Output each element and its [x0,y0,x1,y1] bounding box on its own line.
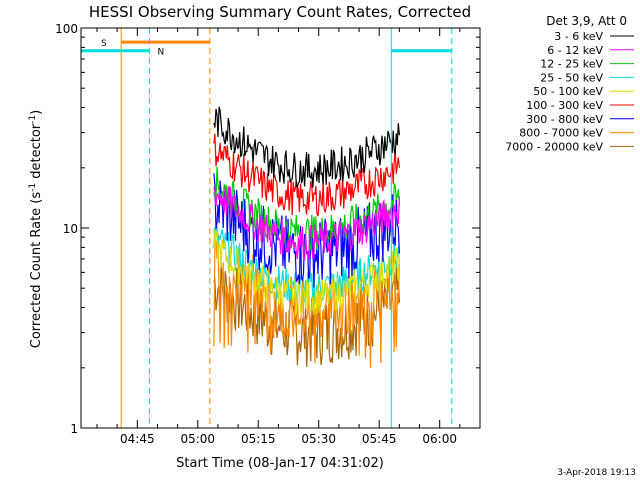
n-label: N [157,48,164,58]
series-line [213,228,400,316]
x-tick-label: 05:45 [362,432,397,446]
legend-label: 800 - 7000 keV [519,127,603,140]
plot-area: S N 04:45 05:00 05:15 05:30 05:45 06:00 1 10 100 [55,22,481,446]
legend-label: 50 - 100 keV [533,85,603,98]
legend-label: 6 - 12 keV [547,44,603,57]
x-axis-label: Start Time (08-Jan-17 04:31:02) [176,456,384,471]
legend-label: 300 - 800 keV [526,113,603,126]
legend-label: 100 - 300 keV [526,99,603,112]
legend-label: 12 - 25 keV [540,58,603,71]
y-tick-label: 10 [63,222,78,236]
x-tick-label: 05:00 [180,432,215,446]
footer-date: 3-Apr-2018 19:13 [557,468,636,478]
series-line [213,106,400,189]
chart-title: HESSI Observing Summary Count Rates, Cor… [89,3,471,21]
legend-label: 3 - 6 keV [554,30,603,43]
y-axis-label: Corrected Count Rate (s-1 detector-1) [28,110,44,348]
series-line [213,186,400,261]
x-tick-label: 05:30 [301,432,336,446]
legend-label: 7000 - 20000 keV [505,140,603,153]
series-line [213,166,400,251]
series-line [213,233,400,368]
legend-title: Det 3,9, Att 0 [546,14,627,28]
legend-label: 25 - 50 keV [540,71,603,84]
x-tick-label: 06:00 [422,432,457,446]
s-label: S [101,39,107,49]
series-line [213,260,400,368]
x-tick-label: 05:15 [241,432,276,446]
y-tick-label: 100 [55,22,78,36]
y-tick-label: 1 [70,422,78,436]
x-tick-label: 04:45 [120,432,155,446]
series-line [213,133,400,217]
